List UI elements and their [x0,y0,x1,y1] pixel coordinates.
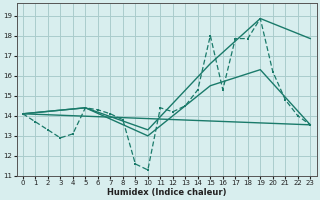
X-axis label: Humidex (Indice chaleur): Humidex (Indice chaleur) [107,188,226,197]
